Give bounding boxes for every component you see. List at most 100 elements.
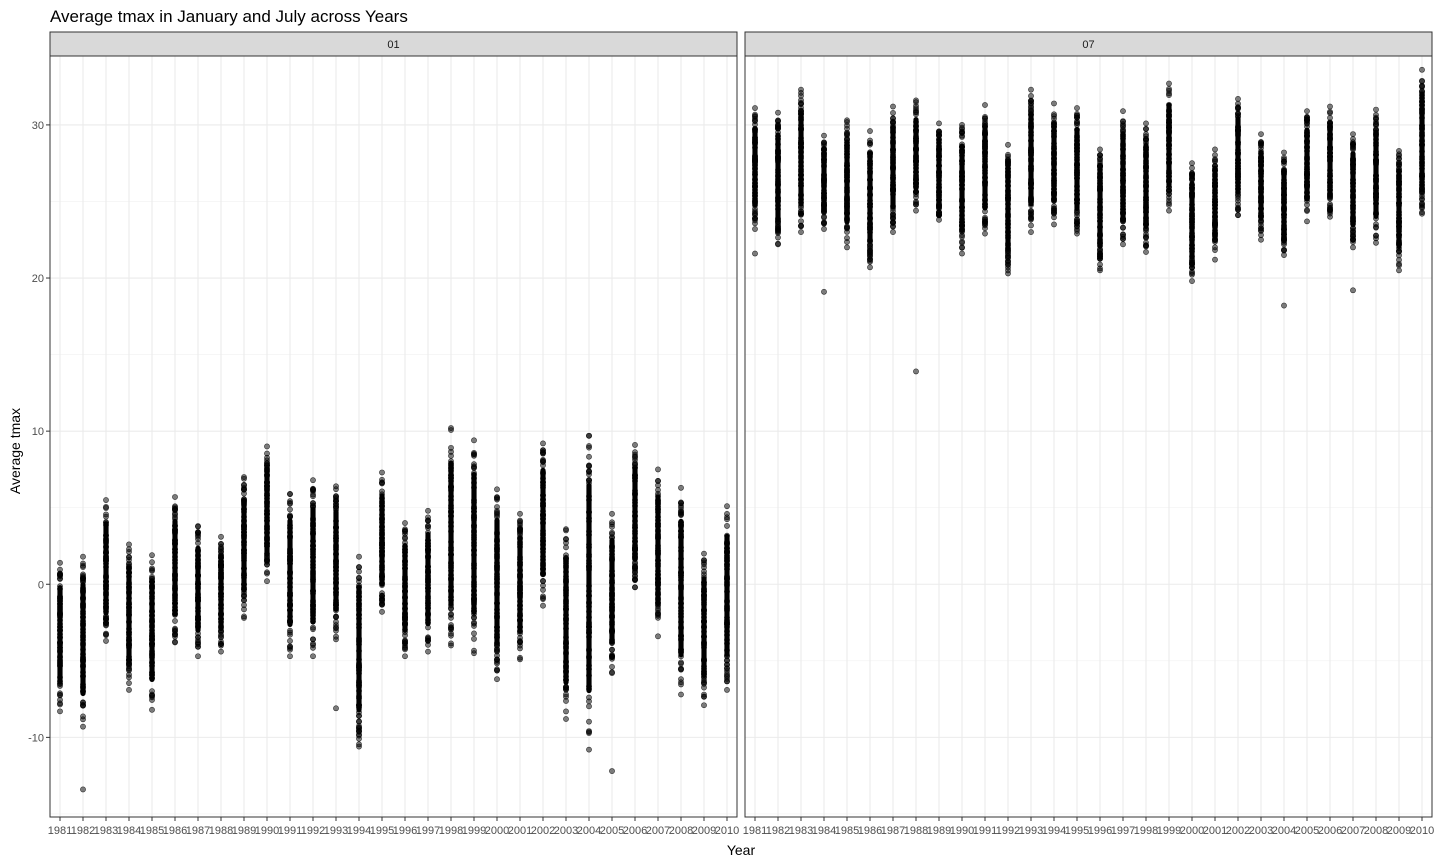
data-point [775, 109, 781, 116]
data-point [1235, 195, 1241, 201]
x-tick-label: 1990 [255, 825, 279, 837]
data-point [1419, 83, 1425, 90]
data-point [241, 606, 247, 613]
data-point [149, 697, 155, 703]
data-point [1097, 158, 1103, 164]
data-point [57, 690, 63, 697]
data-point-column [752, 126, 758, 208]
x-tick-label: 2003 [1249, 825, 1273, 837]
data-point [959, 233, 965, 240]
x-tick-label: 1983 [94, 825, 118, 837]
data-point [356, 568, 362, 575]
data-point [448, 640, 454, 647]
data-point [1350, 236, 1356, 243]
data-point [1166, 90, 1172, 97]
data-point [1304, 207, 1310, 213]
x-tick-label: 2002 [1226, 825, 1250, 837]
data-point [1051, 111, 1057, 118]
x-tick-label: 1987 [186, 825, 210, 837]
data-point [1327, 208, 1333, 215]
data-point [287, 506, 293, 513]
data-point [821, 132, 827, 139]
data-point [471, 437, 477, 444]
data-point [586, 432, 592, 439]
data-point [1373, 232, 1379, 239]
x-tick-label: 1999 [462, 825, 486, 837]
data-point [402, 653, 408, 660]
data-point [1350, 131, 1356, 137]
data-point [494, 667, 500, 674]
data-point [586, 453, 592, 460]
data-point [333, 496, 339, 503]
data-points [752, 66, 1425, 375]
data-point-column [701, 576, 707, 678]
data-points [57, 425, 730, 793]
data-point [310, 477, 316, 484]
data-point-column [195, 545, 201, 633]
data-point-outlier [1350, 287, 1356, 294]
data-point-column [1281, 167, 1287, 237]
data-point [982, 230, 988, 237]
data-point [540, 440, 546, 447]
data-point [80, 575, 86, 582]
data-point [333, 633, 339, 640]
data-point [1120, 241, 1126, 248]
data-point-outlier [517, 654, 523, 661]
data-point [218, 545, 224, 552]
data-point [1074, 210, 1080, 216]
data-point [890, 211, 896, 218]
data-point [356, 741, 362, 748]
data-point [287, 498, 293, 505]
data-point [333, 619, 339, 625]
data-point [425, 517, 431, 524]
x-tick-label: 2007 [646, 825, 670, 837]
data-point-outlier [333, 705, 339, 712]
data-point [655, 487, 661, 493]
data-point [632, 565, 638, 572]
data-point [195, 653, 201, 660]
data-point [563, 686, 569, 693]
x-tick-label: 1988 [209, 825, 233, 837]
data-point [287, 643, 293, 650]
data-point [1097, 265, 1103, 272]
data-point [57, 708, 63, 715]
data-point [959, 250, 965, 257]
data-point [1166, 186, 1172, 193]
data-point [1143, 120, 1149, 127]
data-point [821, 226, 827, 232]
x-tick-label: 1995 [370, 825, 394, 837]
data-point [1419, 195, 1425, 202]
data-point [287, 631, 293, 638]
facet-strip [744, 31, 1433, 57]
data-point-column [517, 535, 523, 634]
x-tick-label: 2008 [1364, 825, 1388, 837]
data-point [379, 590, 385, 597]
x-tick-label: 1984 [812, 825, 836, 837]
data-point [448, 452, 454, 459]
data-point [103, 504, 109, 510]
x-tick-label: 2003 [554, 825, 578, 837]
data-point [724, 503, 730, 510]
data-point [103, 497, 109, 503]
data-point-column [1074, 126, 1080, 212]
data-point [632, 442, 638, 448]
data-point-column [1235, 116, 1241, 195]
data-point [752, 217, 758, 224]
data-point [333, 486, 339, 493]
x-tick-label: 1986 [858, 825, 882, 837]
data-point [775, 240, 781, 247]
data-point [867, 243, 873, 250]
data-point-column [218, 554, 224, 631]
data-point [724, 687, 730, 693]
data-point [701, 702, 707, 709]
data-point [310, 653, 316, 660]
data-point [425, 641, 431, 648]
data-point [1189, 278, 1195, 284]
data-point [1419, 66, 1425, 73]
x-tick-label: 1997 [1111, 825, 1135, 837]
data-point [195, 523, 201, 530]
data-point-column [1189, 180, 1195, 260]
data-point [57, 559, 63, 566]
data-point-column [1143, 142, 1149, 229]
data-point [701, 684, 707, 691]
